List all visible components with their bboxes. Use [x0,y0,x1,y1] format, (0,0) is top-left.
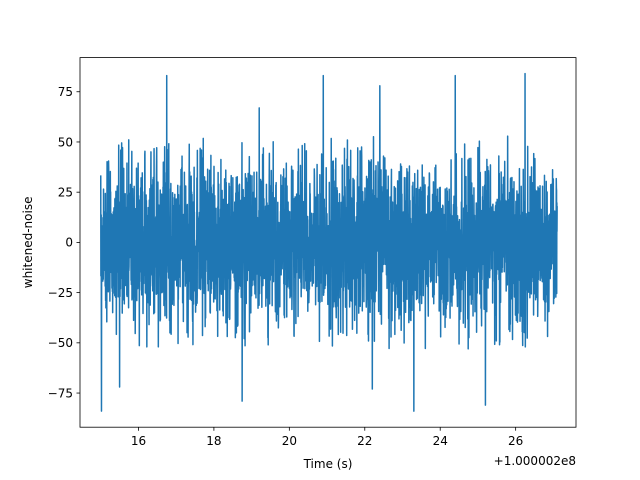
x-offset-label: +1.000002e8 [494,454,576,468]
y-tick-label: −50 [48,336,73,350]
x-axis: 16 18 20 22 24 26 [131,427,523,448]
x-tick-label: 16 [131,434,146,448]
x-axis-title: Time (s) [303,457,353,471]
signal-layer [100,72,558,412]
whitened-noise-line [100,72,558,412]
x-tick-label: 26 [508,434,523,448]
y-tick-label: −25 [48,286,73,300]
x-tick-label: 20 [282,434,297,448]
x-tick-label: 24 [433,434,448,448]
y-tick-label: 25 [58,185,73,199]
y-axis-title: whitened-noise [21,197,35,289]
y-tick-label: 50 [58,135,73,149]
x-tick-label: 22 [357,434,372,448]
y-tick-label: 0 [65,236,73,250]
y-axis: 75 50 25 0 −25 −50 −75 [48,85,80,400]
x-tick-label: 18 [206,434,221,448]
y-tick-label: −75 [48,386,73,400]
y-tick-label: 75 [58,85,73,99]
